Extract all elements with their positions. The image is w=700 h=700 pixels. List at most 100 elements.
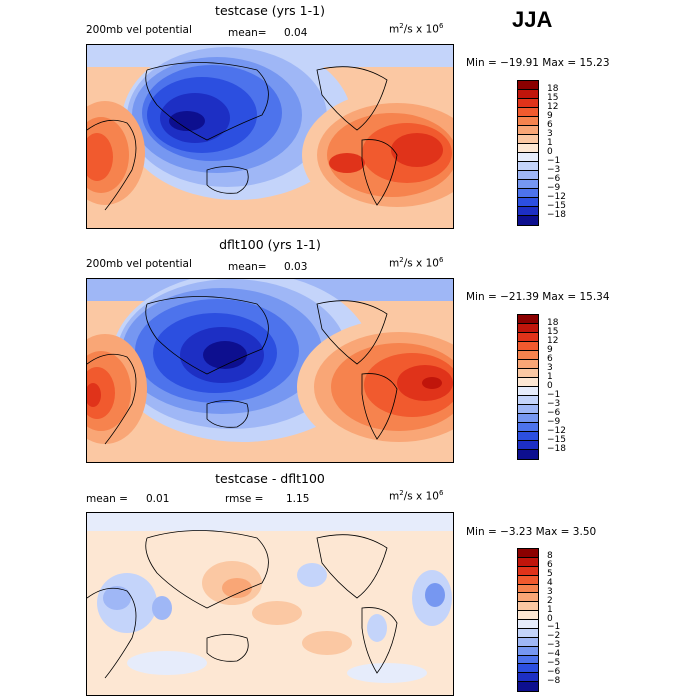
colorbar-tick-label: −15 xyxy=(547,200,566,211)
colorbar-swatch xyxy=(518,198,538,207)
colorbar-swatch xyxy=(518,162,538,171)
colorbar-swatch xyxy=(518,189,538,198)
colorbar-tick-label: 6 xyxy=(547,560,553,571)
colorbar-tick-label: −18 xyxy=(547,443,566,454)
colorbar-swatch xyxy=(518,396,538,405)
panel1-minmax: Min = −19.91 Max = 15.23 xyxy=(466,57,610,69)
colorbar-tick-label: −2 xyxy=(547,631,561,642)
colorbar-swatch xyxy=(518,333,538,342)
panel3-rmse-value: 1.15 xyxy=(286,493,310,505)
colorbar-swatch xyxy=(518,216,538,225)
colorbar-tick-label: −5 xyxy=(547,657,561,668)
colorbar-swatch xyxy=(518,207,538,216)
colorbar-swatch xyxy=(518,423,538,432)
panel2-map xyxy=(86,278,454,463)
panel1-colorbar xyxy=(517,80,539,226)
colorbar-tick-label: 5 xyxy=(547,569,553,580)
colorbar-swatch xyxy=(518,611,538,620)
colorbar-swatch xyxy=(518,90,538,99)
colorbar-tick-label: 3 xyxy=(547,362,553,373)
colorbar-swatch xyxy=(518,575,538,585)
season-label: JJA xyxy=(512,7,553,32)
colorbar-swatch xyxy=(518,99,538,108)
colorbar-swatch xyxy=(518,655,538,665)
colorbar-tick-label: 0 xyxy=(547,380,553,391)
colorbar-tick-label: −9 xyxy=(547,416,561,427)
colorbar-swatch xyxy=(518,108,538,117)
colorbar-tick-label: −18 xyxy=(547,209,566,220)
colorbar-tick-label: 1 xyxy=(547,137,553,148)
colorbar-tick-label: −3 xyxy=(547,640,561,651)
colorbar-tick-label: 18 xyxy=(547,83,559,94)
colorbar-tick-label: −15 xyxy=(547,434,566,445)
colorbar-tick-label: −8 xyxy=(547,675,561,686)
colorbar-swatch xyxy=(518,405,538,414)
colorbar-swatch xyxy=(518,81,538,90)
colorbar-swatch xyxy=(518,557,538,567)
panel1-mean-label: mean= xyxy=(228,27,267,39)
colorbar-swatch xyxy=(518,637,538,647)
colorbar-swatch xyxy=(518,351,538,360)
colorbar-swatch xyxy=(518,315,538,324)
colorbar-swatch xyxy=(518,673,538,683)
colorbar-swatch xyxy=(518,432,538,441)
panel3-mean-value: 0.01 xyxy=(146,493,170,505)
colorbar-swatch xyxy=(518,324,538,333)
panel3-minmax: Min = −3.23 Max = 3.50 xyxy=(466,526,597,538)
panel1-mean-value: 0.04 xyxy=(284,27,308,39)
colorbar-tick-label: −6 xyxy=(547,666,561,677)
colorbar-tick-label: −12 xyxy=(547,425,566,436)
panel2-mean-value: 0.03 xyxy=(284,261,308,273)
colorbar-tick-label: 12 xyxy=(547,335,559,346)
colorbar-swatch xyxy=(518,593,538,603)
colorbar-swatch xyxy=(518,682,538,691)
colorbar-tick-label: 18 xyxy=(547,317,559,328)
colorbar-tick-label: −3 xyxy=(547,164,561,175)
colorbar-tick-label: 9 xyxy=(547,344,553,355)
colorbar-tick-label: −3 xyxy=(547,398,561,409)
colorbar-tick-label: 4 xyxy=(547,578,553,588)
panel2-colorbar xyxy=(517,314,539,460)
colorbar-tick-label: 15 xyxy=(547,326,559,337)
panel3-map xyxy=(86,512,454,696)
panel2-mean-label: mean= xyxy=(228,261,267,273)
colorbar-tick-label: −1 xyxy=(547,622,561,633)
colorbar-swatch xyxy=(518,620,538,629)
panel3-mean-label: mean = xyxy=(86,493,128,505)
colorbar-tick-label: 9 xyxy=(547,110,553,121)
panel1-title: testcase (yrs 1-1) xyxy=(215,3,325,18)
colorbar-swatch xyxy=(518,566,538,576)
colorbar-tick-label: −9 xyxy=(547,182,561,193)
colorbar-tick-label: 3 xyxy=(547,586,553,597)
colorbar-tick-label: 15 xyxy=(547,92,559,103)
panel1-field-label: 200mb vel potential xyxy=(86,24,192,36)
panel2-units: m2/s x 106 xyxy=(389,256,444,270)
colorbar-swatch xyxy=(518,628,538,638)
panel2-contour-field xyxy=(87,279,453,462)
colorbar-tick-label: −4 xyxy=(547,649,561,659)
colorbar-swatch xyxy=(518,360,538,369)
colorbar-tick-label: 12 xyxy=(547,101,559,112)
colorbar-swatch xyxy=(518,180,538,189)
colorbar-tick-label: 1 xyxy=(547,604,553,615)
panel2-minmax: Min = −21.39 Max = 15.34 xyxy=(466,291,610,303)
colorbar-tick-label: −6 xyxy=(547,407,561,418)
colorbar-swatch xyxy=(518,414,538,423)
panel3-units: m2/s x 106 xyxy=(389,489,444,503)
colorbar-swatch xyxy=(518,602,538,612)
colorbar-tick-label: 6 xyxy=(547,119,553,130)
colorbar-swatch xyxy=(518,144,538,153)
colorbar-tick-label: 8 xyxy=(547,551,553,562)
colorbar-swatch xyxy=(518,153,538,162)
colorbar-swatch xyxy=(518,646,538,656)
colorbar-swatch xyxy=(518,342,538,351)
panel2-field-label: 200mb vel potential xyxy=(86,258,192,270)
colorbar-swatch xyxy=(518,135,538,144)
colorbar-tick-label: 1 xyxy=(547,371,553,382)
panel1-map xyxy=(86,44,454,229)
colorbar-tick-label: 6 xyxy=(547,353,553,364)
panel1-contour-field xyxy=(87,45,453,228)
colorbar-tick-label: 0 xyxy=(547,613,553,624)
colorbar-tick-label: −12 xyxy=(547,191,566,202)
colorbar-swatch xyxy=(518,171,538,180)
